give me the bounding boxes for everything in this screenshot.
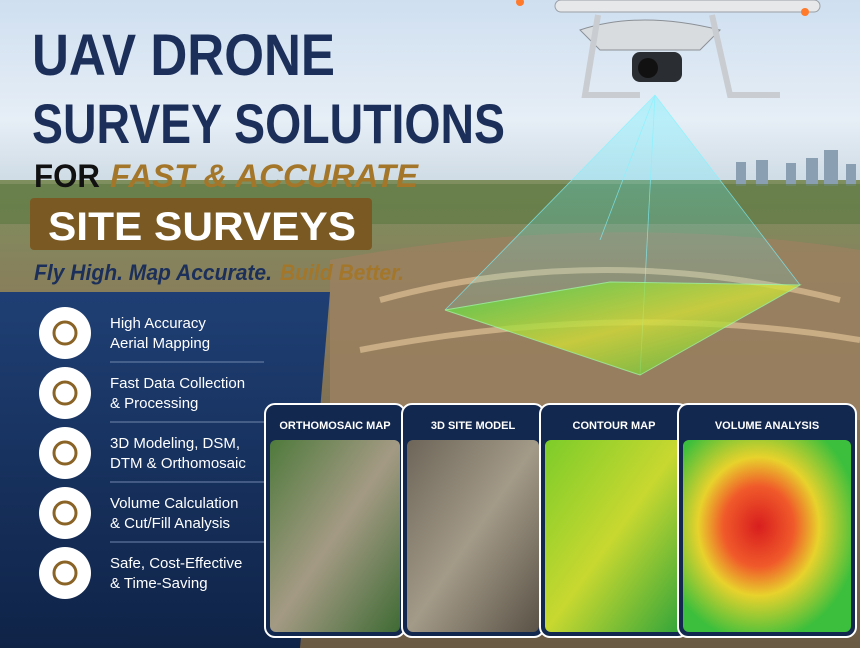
feature-text: & Time-Saving bbox=[110, 575, 208, 592]
drone bbox=[516, 0, 821, 98]
card-image bbox=[545, 440, 683, 632]
card-title: CONTOUR MAP bbox=[573, 420, 656, 432]
headline: UAV DRONE bbox=[32, 23, 335, 88]
card-image bbox=[407, 440, 539, 632]
feature-icon-glyph bbox=[52, 500, 78, 526]
feature-icon bbox=[39, 487, 91, 539]
feature-icon-glyph bbox=[52, 440, 78, 466]
card-title: VOLUME ANALYSIS bbox=[715, 420, 819, 432]
feature-text: Fast Data Collection bbox=[110, 375, 245, 392]
feature-icon-glyph bbox=[52, 320, 78, 346]
feature-text: & Cut/Fill Analysis bbox=[110, 515, 230, 532]
feature-icon-glyph bbox=[52, 560, 78, 586]
feature-icon bbox=[39, 307, 91, 359]
tagline-highlight: Build Better. bbox=[280, 260, 404, 285]
feature-text: & Processing bbox=[110, 395, 198, 412]
feature-text: Safe, Cost-Effective bbox=[110, 555, 242, 572]
subheadline-highlight: FAST & ACCURATE bbox=[110, 158, 420, 194]
card-image bbox=[270, 440, 400, 632]
banner bbox=[30, 198, 372, 250]
feature-text: Aerial Mapping bbox=[110, 335, 210, 352]
tagline: Fly High. Map Accurate. bbox=[34, 260, 272, 285]
feature-icon bbox=[39, 367, 91, 419]
subheadline: FOR bbox=[34, 158, 100, 194]
card-row: ORTHOMOSAIC MAP 3D SITE MODEL CONTOUR MAP V… bbox=[264, 403, 857, 638]
feature-text: High Accuracy bbox=[110, 315, 206, 332]
feature-icon-glyph bbox=[52, 380, 78, 406]
headline: SURVEY SOLUTIONS bbox=[32, 92, 505, 155]
city-skyline bbox=[736, 150, 856, 186]
card-image bbox=[683, 440, 851, 632]
feature-icon bbox=[39, 427, 91, 479]
banner-text: SITE SURVEYS bbox=[48, 205, 356, 249]
feature-list: High Accuracy Aerial Mapping Fast Data Col… bbox=[39, 307, 264, 599]
card-title: 3D SITE MODEL bbox=[431, 420, 516, 432]
feature-text: Volume Calculation bbox=[110, 495, 238, 512]
feature-text: 3D Modeling, DSM, bbox=[110, 435, 240, 452]
card-title: ORTHOMOSAIC MAP bbox=[279, 420, 390, 432]
feature-icon bbox=[39, 547, 91, 599]
feature-text: DTM & Orthomosaic bbox=[110, 455, 246, 472]
mapping-grid bbox=[444, 281, 802, 376]
